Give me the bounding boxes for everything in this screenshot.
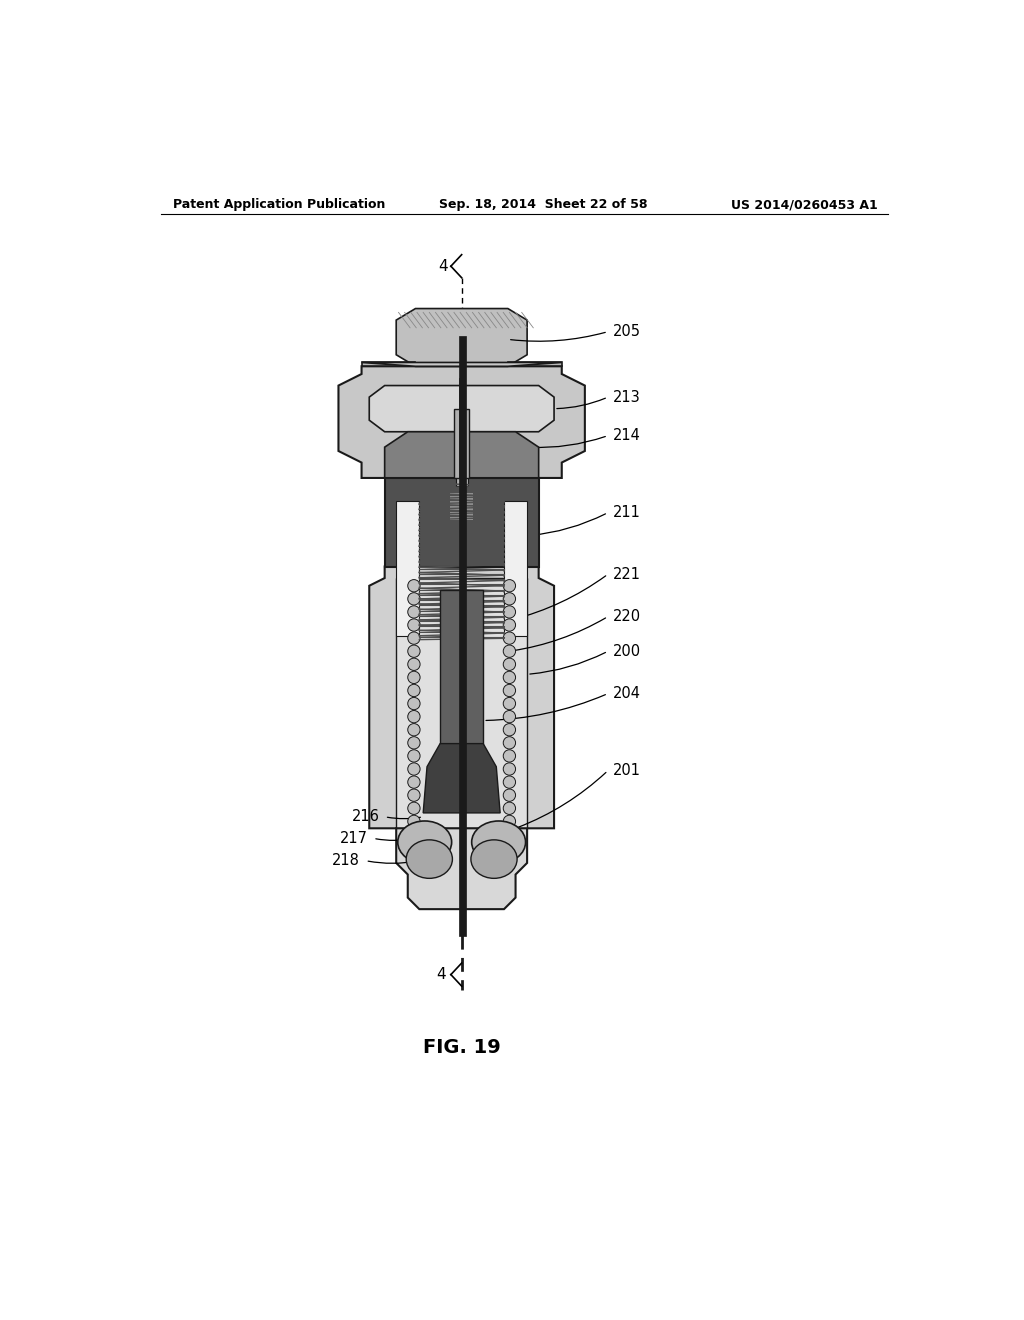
Ellipse shape — [471, 840, 517, 878]
Circle shape — [408, 776, 420, 788]
Circle shape — [503, 697, 515, 710]
Text: US 2014/0260453 A1: US 2014/0260453 A1 — [731, 198, 878, 211]
Circle shape — [503, 723, 515, 737]
Circle shape — [503, 606, 515, 618]
Circle shape — [408, 579, 420, 591]
Bar — [396, 502, 419, 636]
Circle shape — [408, 606, 420, 618]
Circle shape — [503, 737, 515, 748]
Circle shape — [503, 659, 515, 671]
Polygon shape — [396, 829, 527, 909]
Circle shape — [408, 697, 420, 710]
Circle shape — [503, 789, 515, 801]
Circle shape — [503, 803, 515, 814]
Bar — [504, 502, 527, 636]
Circle shape — [408, 672, 420, 684]
Circle shape — [503, 776, 515, 788]
Text: 217: 217 — [340, 830, 368, 846]
Bar — [459, 335, 466, 936]
Circle shape — [408, 645, 420, 657]
Text: Patent Application Publication: Patent Application Publication — [173, 198, 385, 211]
Circle shape — [408, 737, 420, 748]
Polygon shape — [361, 363, 562, 367]
Text: 4: 4 — [438, 259, 447, 273]
Polygon shape — [396, 309, 527, 367]
Circle shape — [408, 750, 420, 762]
Circle shape — [408, 789, 420, 801]
Text: 200: 200 — [613, 644, 641, 659]
Circle shape — [503, 710, 515, 723]
Text: 204: 204 — [613, 686, 641, 701]
Polygon shape — [396, 578, 527, 829]
Circle shape — [503, 593, 515, 605]
Circle shape — [503, 750, 515, 762]
Polygon shape — [370, 385, 554, 432]
Circle shape — [408, 803, 420, 814]
Text: 214: 214 — [613, 428, 641, 444]
Circle shape — [408, 816, 420, 828]
Polygon shape — [385, 478, 539, 566]
Ellipse shape — [397, 821, 452, 863]
Circle shape — [503, 763, 515, 775]
Circle shape — [503, 645, 515, 657]
Ellipse shape — [472, 821, 525, 863]
Polygon shape — [370, 566, 554, 829]
Bar — [456, 451, 468, 486]
Text: 211: 211 — [613, 506, 641, 520]
Bar — [454, 409, 469, 478]
Circle shape — [408, 723, 420, 737]
Bar — [440, 590, 483, 743]
Circle shape — [408, 619, 420, 631]
Text: 213: 213 — [613, 389, 641, 405]
Circle shape — [503, 632, 515, 644]
Circle shape — [408, 684, 420, 697]
Polygon shape — [385, 432, 539, 478]
Circle shape — [408, 763, 420, 775]
Text: 205: 205 — [613, 325, 641, 339]
Text: 218: 218 — [332, 853, 360, 869]
Polygon shape — [423, 743, 500, 813]
Circle shape — [408, 593, 420, 605]
Circle shape — [503, 816, 515, 828]
Text: 216: 216 — [351, 809, 379, 824]
Circle shape — [408, 710, 420, 723]
Circle shape — [503, 684, 515, 697]
Bar — [451, 494, 473, 520]
Circle shape — [408, 659, 420, 671]
Circle shape — [503, 579, 515, 591]
Text: 201: 201 — [613, 763, 641, 777]
Polygon shape — [361, 363, 562, 367]
Bar — [459, 378, 465, 478]
Ellipse shape — [407, 840, 453, 878]
Circle shape — [408, 632, 420, 644]
Text: 220: 220 — [613, 609, 641, 624]
Text: Sep. 18, 2014  Sheet 22 of 58: Sep. 18, 2014 Sheet 22 of 58 — [438, 198, 647, 211]
Text: 221: 221 — [613, 566, 641, 582]
Circle shape — [503, 672, 515, 684]
Polygon shape — [339, 367, 585, 478]
Text: 4: 4 — [436, 968, 446, 982]
Circle shape — [503, 619, 515, 631]
Text: FIG. 19: FIG. 19 — [423, 1039, 501, 1057]
